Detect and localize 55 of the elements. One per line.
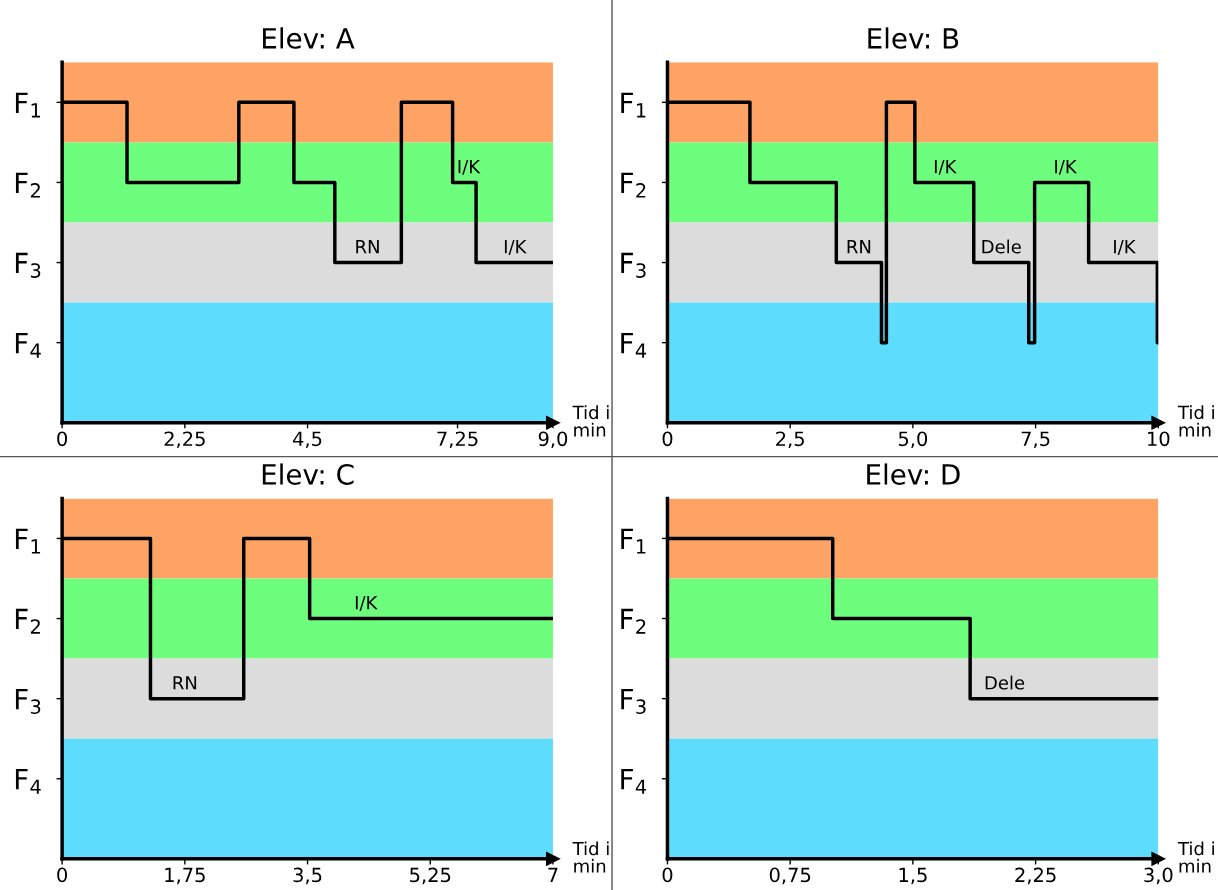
- annotation: RN: [173, 676, 197, 690]
- y-tick-label: F$_{3}$: [621, 688, 646, 715]
- annotation: I/K: [504, 240, 527, 255]
- x-tick-label: 10: [1148, 431, 1170, 447]
- annotation: Dele: [985, 675, 1025, 690]
- annotation: RN: [847, 240, 871, 254]
- y-tick-label: F$_{4}$: [15, 769, 41, 794]
- annotation: I/K: [934, 159, 957, 175]
- x-axis-title: Tid i min: [1177, 841, 1214, 873]
- y-tick-label: F$_{1}$: [621, 92, 646, 118]
- x-tick-label: 9,0: [538, 431, 568, 449]
- chart-title: Elev: C: [262, 463, 354, 485]
- x-tick-label: 0: [662, 867, 673, 883]
- x-tick-label: 1,5: [899, 867, 927, 885]
- y-tick-label: F$_{4}$: [621, 769, 647, 794]
- annotation: I/K: [355, 596, 378, 611]
- x-tick-label: 2,25: [164, 431, 205, 449]
- x-tick-label: 0: [57, 431, 68, 447]
- x-tick-label: 7: [548, 867, 558, 882]
- y-tick-label: F$_{1}$: [15, 92, 41, 118]
- x-tick-label: 1,75: [165, 867, 205, 885]
- y-tick-label: F$_{2}$: [621, 172, 646, 198]
- annotation: Dele: [982, 239, 1021, 254]
- chart-title: Elev: A: [263, 27, 355, 49]
- x-tick-label: 0,75: [769, 867, 811, 885]
- y-tick-label: F$_{3}$: [15, 252, 41, 278]
- x-tick-label: 3,0: [1144, 867, 1173, 885]
- x-tick-label: 0: [57, 867, 68, 883]
- x-tick-label: 2,5: [776, 431, 804, 449]
- x-tick-label: 3,5: [293, 867, 322, 885]
- annotation: RN: [356, 240, 379, 254]
- annotation: I/K: [458, 159, 481, 175]
- annotation: I/K: [1055, 159, 1078, 175]
- y-tick-label: F$_{2}$: [15, 172, 40, 198]
- x-tick-label: 2,25: [1015, 867, 1056, 885]
- x-tick-label: 5,25: [410, 867, 451, 885]
- y-tick-label: F$_{3}$: [15, 688, 41, 715]
- chart-title: Elev: D: [867, 463, 960, 485]
- x-tick-label: 5,0: [898, 431, 928, 449]
- y-tick-label: F$_{4}$: [15, 332, 41, 358]
- y-tick-label: F$_{2}$: [15, 608, 40, 634]
- y-tick-label: F$_{4}$: [621, 332, 647, 358]
- y-tick-label: F$_{1}$: [621, 528, 646, 554]
- chart-title: Elev: B: [868, 27, 959, 49]
- x-tick-label: 4,5: [293, 431, 322, 449]
- x-tick-label: 7,5: [1021, 431, 1050, 449]
- y-tick-label: F$_{1}$: [15, 528, 41, 554]
- x-tick-label: 7,25: [437, 431, 478, 449]
- x-axis-title: Tid i min: [572, 405, 609, 437]
- x-tick-label: 0: [662, 431, 673, 447]
- annotation: I/K: [1114, 240, 1136, 255]
- x-axis-title: Tid i min: [1177, 405, 1214, 437]
- y-tick-label: F$_{3}$: [621, 252, 646, 278]
- x-axis-title: Tid i min: [572, 841, 609, 873]
- y-tick-label: F$_{2}$: [621, 608, 646, 634]
